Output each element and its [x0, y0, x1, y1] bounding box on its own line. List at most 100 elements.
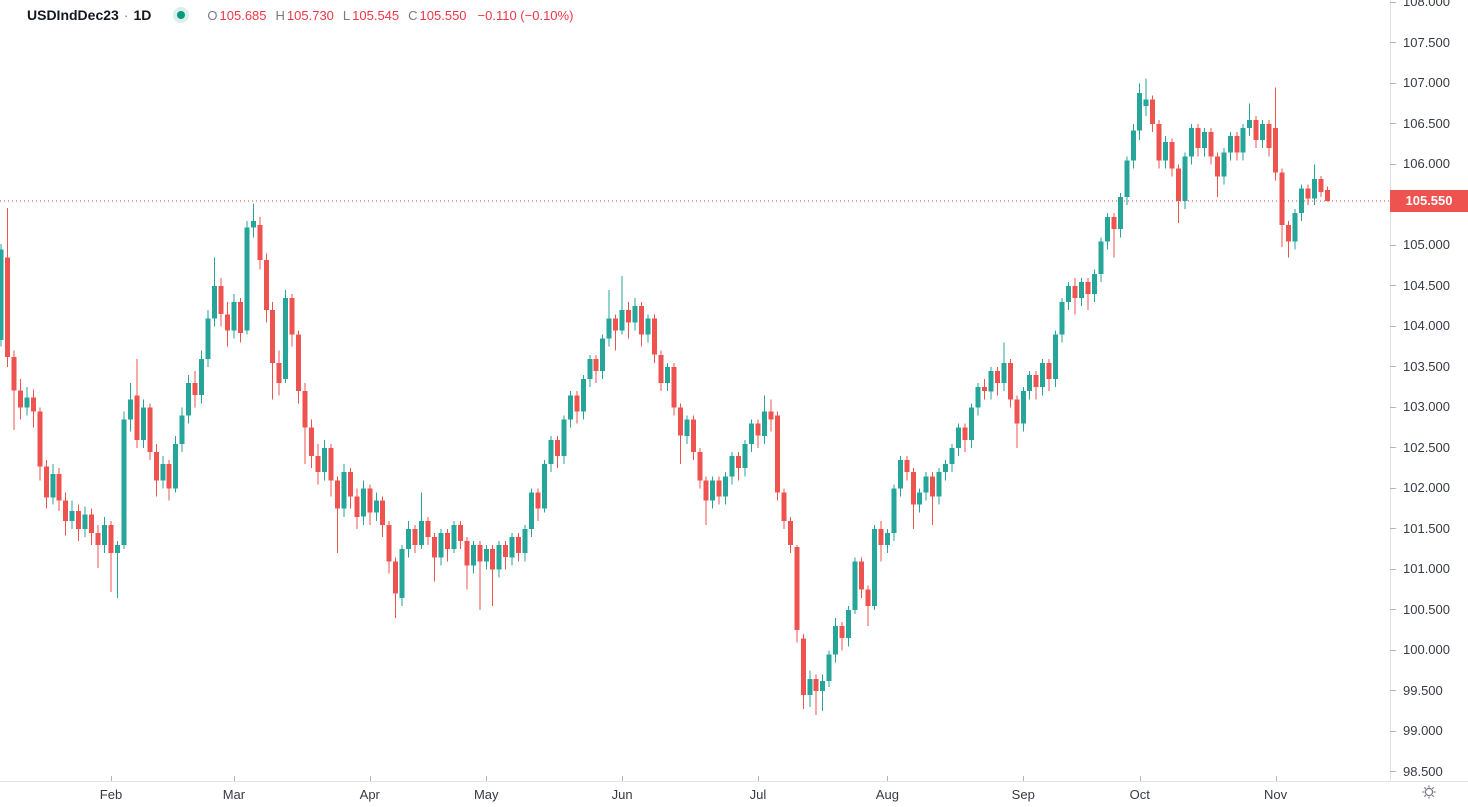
candle-body — [490, 549, 496, 570]
candle-body — [859, 561, 864, 590]
price-axis-tick — [1390, 690, 1396, 692]
candle-body — [1189, 128, 1194, 157]
candle-body — [742, 443, 748, 469]
candle-body — [697, 452, 703, 481]
symbol-title[interactable]: USDIndDec23 — [27, 7, 119, 23]
candle-body — [671, 366, 677, 408]
candle-body — [1156, 123, 1162, 161]
candle-body — [406, 528, 412, 550]
time-axis-tick — [1023, 776, 1025, 781]
candle-body — [315, 456, 321, 473]
candle-body — [205, 318, 211, 359]
candle-body — [289, 298, 295, 335]
candle-body — [341, 472, 347, 509]
price-axis-label: 102.500 — [1403, 439, 1450, 455]
month-label-aug: Aug — [875, 787, 899, 802]
candle-body — [309, 427, 315, 456]
price-scale-settings-button[interactable] — [1421, 784, 1437, 800]
interval-label[interactable]: 1D — [133, 7, 152, 23]
candle-body — [574, 395, 580, 412]
candle-body — [263, 260, 269, 311]
candle-body — [354, 496, 360, 517]
candle-body — [1182, 156, 1188, 201]
price-axis[interactable]: 108.000 107.500 107.000 106.500 106.000 105.0… — [1390, 0, 1468, 781]
candle-body — [1201, 132, 1207, 149]
candle-body — [1240, 128, 1246, 153]
candle-body — [1195, 128, 1201, 149]
price-axis-tick — [1390, 163, 1396, 165]
price-axis-tick — [1390, 568, 1396, 570]
candle-body — [749, 423, 754, 444]
candle-body — [50, 473, 56, 498]
candle-body — [677, 407, 683, 436]
month-label-may: May — [473, 787, 499, 802]
candle-body — [522, 528, 528, 554]
candle-body — [1169, 141, 1175, 169]
candle-body — [1104, 217, 1110, 242]
candle-body — [994, 371, 1000, 384]
candle-body — [1014, 399, 1020, 424]
time-axis[interactable]: Feb Mar Apr May Jun Jul Aug Sep Oct Nov — [0, 776, 1468, 807]
time-axis-border — [0, 781, 1468, 782]
time-axis-tick — [1139, 776, 1141, 781]
time-axis-tick — [233, 776, 235, 781]
candle-body — [1324, 189, 1330, 201]
candle-body — [464, 541, 470, 566]
candle-body — [1066, 285, 1071, 303]
candle-body — [483, 549, 489, 562]
close-key: C — [408, 7, 418, 23]
candle-body — [1137, 93, 1143, 131]
candle-body — [1033, 375, 1039, 388]
candle-body — [496, 545, 502, 570]
candle-body — [516, 537, 522, 554]
time-axis-tick — [622, 776, 624, 781]
chart-canvas[interactable] — [0, 0, 1390, 781]
candle-body — [43, 466, 49, 498]
candle-body — [63, 500, 69, 521]
candle-body — [664, 366, 670, 384]
candle-body — [1130, 130, 1136, 161]
candle-body — [1001, 362, 1007, 384]
candle-body — [1247, 119, 1253, 128]
candle-body — [1020, 391, 1026, 424]
candle-body — [652, 318, 657, 355]
candle-body — [283, 298, 289, 380]
candle-body — [457, 524, 463, 542]
market-status-icon[interactable] — [173, 7, 190, 23]
candle-body — [1124, 160, 1130, 197]
candle-body — [244, 227, 250, 331]
candle-body — [237, 302, 243, 333]
candle-body — [684, 419, 690, 436]
candle-body — [503, 545, 509, 558]
candle-body — [956, 427, 962, 448]
price-axis-label: 98.500 — [1403, 763, 1443, 779]
candle-body — [833, 626, 839, 655]
time-axis-tick — [110, 776, 112, 781]
price-axis-label: 104.500 — [1403, 277, 1450, 293]
symbol-legend[interactable]: USDIndDec23 · 1D O 105.685 H 105.730 L 1… — [27, 7, 573, 23]
month-label-nov: Nov — [1264, 787, 1288, 802]
price-axis-tick — [1390, 244, 1396, 246]
candle-body — [820, 681, 826, 691]
price-axis-tick — [1390, 285, 1396, 287]
candle-body — [1260, 123, 1266, 141]
candle-body — [11, 357, 17, 391]
price-axis-tick — [1390, 487, 1396, 489]
candle-body — [807, 678, 813, 695]
month-label-oct: Oct — [1129, 787, 1150, 802]
candle-body — [102, 524, 107, 546]
candle-body — [470, 545, 476, 566]
candle-body — [645, 318, 651, 335]
price-axis-tick — [1390, 366, 1396, 368]
candle-body — [632, 306, 638, 323]
candle-body — [910, 472, 916, 505]
month-label-apr: Apr — [359, 787, 380, 802]
candle-body — [839, 626, 845, 639]
candle-body — [949, 447, 955, 465]
candle-body — [762, 411, 767, 436]
high-key: H — [275, 7, 285, 23]
candle-body — [393, 561, 399, 594]
price-axis-label: 107.000 — [1403, 75, 1450, 91]
candle-body — [936, 472, 942, 497]
